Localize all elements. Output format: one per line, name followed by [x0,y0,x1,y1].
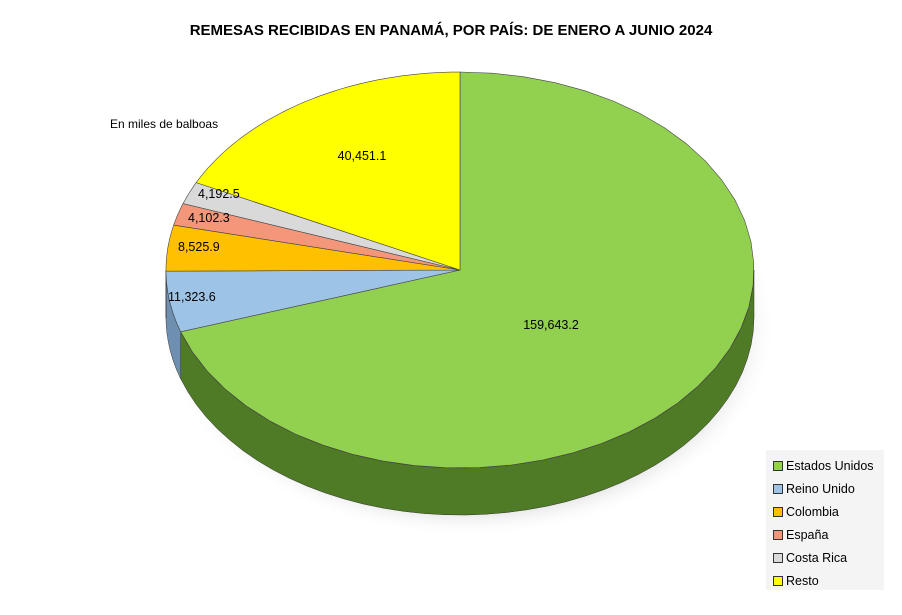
legend-label: Colombia [786,504,839,519]
data-label: 11,323.6 [168,290,216,304]
legend-swatch [773,529,783,540]
legend-label: Resto [786,573,819,588]
legend-item: Colombia [766,500,884,523]
legend-swatch [773,483,783,494]
pie-slice-colombia [165,224,461,272]
legend-swatch [773,552,783,563]
legend-label: Reino Unido [786,481,855,496]
pie-slice-españa [173,203,461,271]
legend-label: Estados Unidos [786,458,874,473]
legend-swatch [773,575,783,586]
legend-item: Estados Unidos [766,454,884,477]
unit-label: En miles de balboas [110,117,219,131]
data-label: 8,525.9 [178,240,220,254]
chart-title: REMESAS RECIBIDAS EN PANAMÁ, POR PAÍS: D… [189,22,713,39]
pie-slice-resto [195,71,461,271]
legend-label: Costa Rica [786,550,848,565]
legend-item: Reino Unido [766,477,884,500]
data-label: 4,192.5 [198,187,240,201]
legend-swatch [773,506,783,517]
legend-label: España [786,527,829,542]
data-label: 40,451.1 [338,149,387,163]
legend-item: España [766,523,884,546]
data-label: 4,102.3 [188,211,230,225]
legend-swatch [773,460,783,471]
pie-slice-costa-rica [182,182,461,271]
data-label: 159,643.2 [523,318,579,332]
legend: Estados Unidos Reino Unido Colombia España C… [766,450,884,590]
pie-slice-estados-unidos [180,71,755,469]
pie-slice-reino-unido [165,269,461,333]
legend-item: Costa Rica [766,546,884,569]
legend-item: Resto [766,569,884,592]
